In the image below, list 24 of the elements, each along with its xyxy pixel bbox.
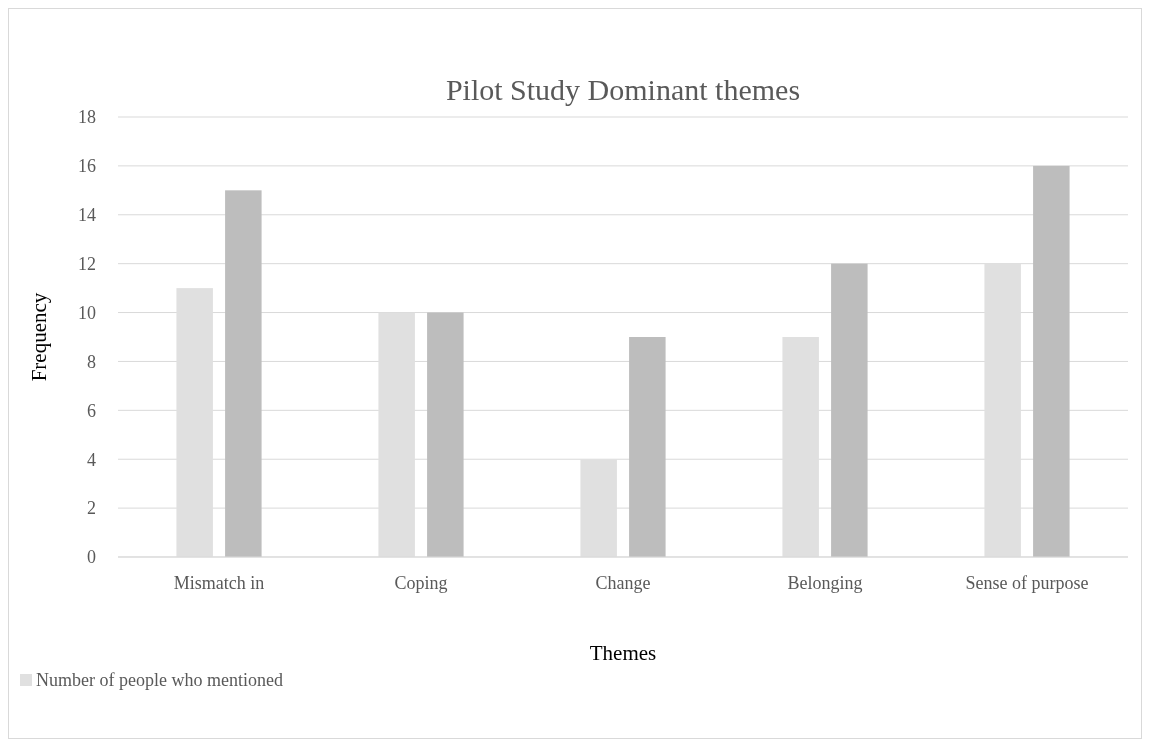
y-tick-label: 10 xyxy=(78,302,96,323)
x-tick-label: Belonging xyxy=(787,573,863,593)
chart-title: Pilot Study Dominant themes xyxy=(445,73,801,106)
bar xyxy=(427,312,464,557)
y-tick-label: 6 xyxy=(87,400,96,421)
x-tick-label: Sense of purpose xyxy=(965,573,1089,593)
x-tick-label: Coping xyxy=(394,573,448,593)
y-tick-label: 2 xyxy=(87,498,96,519)
legend-label: Number of people who mentioned xyxy=(36,670,283,691)
y-tick-label: 16 xyxy=(78,156,96,177)
y-tick-label: 8 xyxy=(87,351,96,372)
y-tick-label: 0 xyxy=(87,547,96,568)
y-tick-label: 14 xyxy=(78,205,96,226)
x-tick-label: Mismatch in xyxy=(173,573,265,593)
bar xyxy=(1033,165,1070,557)
bar xyxy=(831,263,868,557)
y-axis-title: Frequency xyxy=(27,292,51,382)
x-tick-label: Change xyxy=(595,573,651,593)
y-tick-label: 18 xyxy=(78,107,96,128)
bar xyxy=(629,337,666,557)
y-tick-label: 12 xyxy=(78,253,96,274)
bar xyxy=(225,190,262,557)
y-tick-label: 4 xyxy=(87,449,96,470)
x-axis-title: Themes xyxy=(589,641,657,665)
